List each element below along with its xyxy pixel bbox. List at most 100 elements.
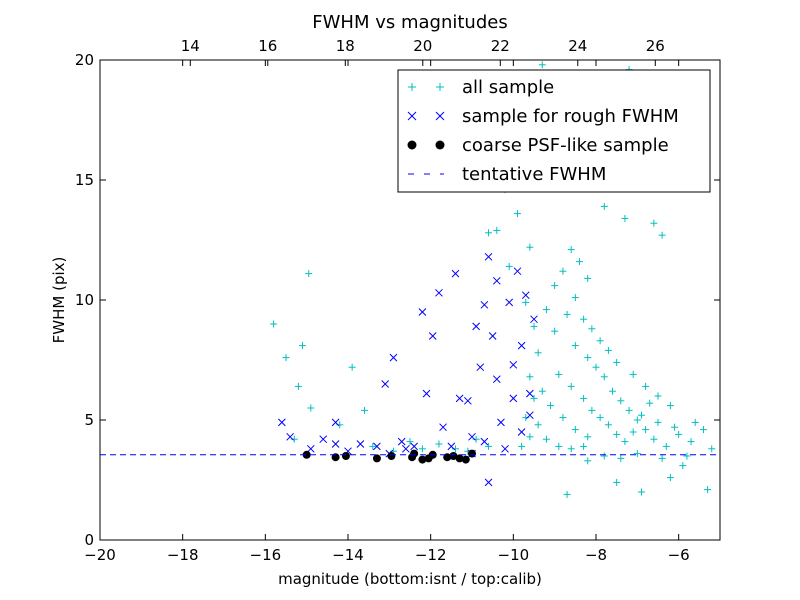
axis-ticks: −20 −18 −16 −14 −12 −10 −8 −6 14 16 18 20 22 24 26 0 5 10… [75,37,720,564]
rough-fwhm-point-10 [397,437,406,446]
all-sample-point-20 [493,226,501,234]
all-sample-point-94 [584,274,592,282]
all-sample-point-14 [435,440,443,448]
all-sample-point-19 [485,229,493,237]
rough-fwhm-point-0 [278,418,286,427]
top-x-tick-label: 18 [336,37,355,55]
all-sample-point-99 [530,394,538,402]
legend-dot-icon [435,140,445,150]
all-sample-point-72 [699,426,707,434]
rough-fwhm-point-20 [464,396,472,405]
all-sample-point-103 [633,450,641,458]
rough-fwhm-point-18 [451,269,460,278]
all-sample-point-79 [679,462,687,470]
rough-fwhm-point-5 [331,440,340,448]
psf-sample-point-13 [461,455,470,464]
all-sample-point-101 [526,433,534,441]
rough-fwhm-point-3-b [319,435,328,444]
all-sample-point-4 [307,404,315,412]
rough-fwhm-point-28-b [492,375,501,384]
legend-dot-icon [407,140,417,150]
all-sample-point-52 [580,394,588,402]
rough-fwhm-point-23 [476,363,485,372]
y-tick-label: 5 [84,411,94,429]
chart-title: FWHM vs magnitudes [312,12,507,33]
x-tick-label: −6 [668,546,690,564]
all-sample-point-98 [526,373,534,381]
rough-fwhm-point-5-b [331,440,340,448]
rough-fwhm-point-16-b [439,423,447,432]
rough-fwhm-point-11-b [410,442,418,451]
legend-entry-3: tentative FWHM [408,164,606,185]
legend-label: tentative FWHM [462,164,606,185]
all-sample-point-63 [534,421,542,429]
rough-fwhm-point-27-b [492,276,501,285]
all-sample-point-89 [642,382,650,390]
rough-fwhm-point-17 [447,442,456,451]
rough-fwhm-point-30-b [501,444,509,453]
top-x-tick-label: 26 [646,37,665,55]
all-sample-point-2 [299,342,307,350]
rough-fwhm-point-15 [435,288,443,297]
legend-box [397,69,711,193]
rough-fwhm-point-26-b [488,332,497,340]
all-sample-point-69 [662,442,670,450]
rough-fwhm-point-9-b [389,353,398,362]
all-sample-point-51 [567,382,575,390]
all-sample-point-15 [451,445,459,453]
rough-fwhm-point-24-b [480,300,489,309]
rough-fwhm-point-0-b [278,418,286,427]
all-sample-point-13 [418,445,426,453]
rough-fwhm-point-41 [509,394,518,403]
rough-fwhm-point-19-b [455,394,464,403]
all-sample-point-25 [526,243,534,251]
all-sample-point-18 [485,442,493,450]
all-sample-point-87 [613,358,621,366]
rough-fwhm-point-2 [306,444,315,453]
rough-fwhm-point-14 [428,332,437,340]
rough-fwhm-point-37-b [530,315,538,324]
all-sample-point-88 [629,370,637,378]
all-sample-point-91 [666,402,674,410]
psf-sample-point-4 [387,452,396,460]
all-sample-point-46 [617,397,625,405]
rough-fwhm-point-1 [286,432,294,441]
rough-fwhm-point-7-b [356,440,365,448]
rough-fwhm-point-21-b [468,432,476,441]
all-sample-point-54 [596,414,604,422]
all-sample-point-10 [369,442,377,450]
y-tick-label: 15 [75,171,94,189]
all-sample-point-75 [637,488,645,496]
legend-entry-1: sample for rough FWHM [407,106,679,127]
x-tick-label: −16 [250,546,282,564]
all-sample-point-3 [294,382,302,390]
rough-fwhm-point-8 [381,380,390,388]
rough-fwhm-point-41-b [509,394,518,403]
all-sample-point-108 [683,452,691,460]
all-sample-point-112 [654,418,662,426]
top-x-tick-label: 22 [491,37,510,55]
all-sample-point-53 [588,406,596,414]
rough-fwhm-point-12 [418,308,427,316]
all-sample-point-40 [563,310,571,318]
all-sample-point-6 [290,435,298,443]
y-tick-label: 10 [75,291,94,309]
all-sample-point-47 [625,406,633,414]
rough-fwhm-point-29 [497,418,505,427]
all-sample-point-62 [584,433,592,441]
rough-fwhm-point-35-b [521,291,530,300]
all-sample-point-9 [361,406,369,414]
all-sample-point-41 [571,342,579,350]
x-axis-label: magnitude (bottom:isnt / top:calib) [278,570,542,588]
legend-label: sample for rough FWHM [462,106,679,127]
rough-fwhm-point-40 [526,411,534,420]
rough-fwhm-point-9 [389,353,398,362]
all-sample-point-74 [704,486,712,494]
all-sample-point-24 [513,210,521,218]
all-sample-point-26 [505,262,513,270]
all-sample-point-1 [282,354,290,362]
all-sample-point-95 [522,298,530,306]
rough-fwhm-point-11 [410,442,418,451]
rough-fwhm-point-36-b [526,389,534,398]
